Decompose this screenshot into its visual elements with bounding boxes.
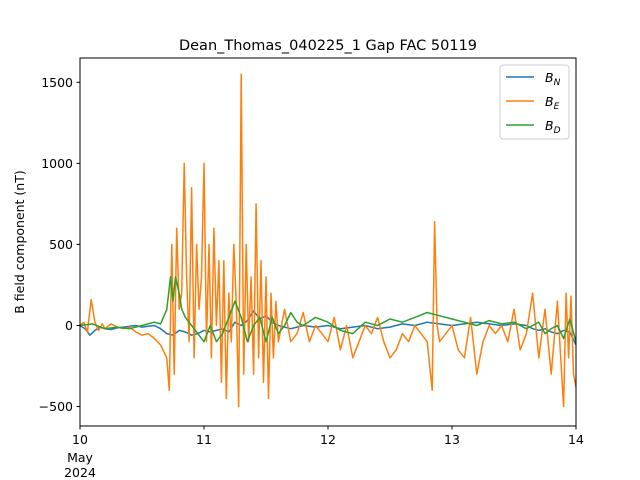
x-tick-label: 11 [196,432,212,447]
legend-label-b-d: BD [545,118,561,136]
y-tick-label: 500 [49,237,73,252]
x-date-label: May [67,450,93,465]
legend-label-base: B [545,118,554,133]
y-axis-label: B field component (nT) [12,170,27,314]
legend-label-sub: N [554,78,561,88]
x-tick-label: 12 [320,432,336,447]
legend-label-b-n: BN [545,70,561,88]
x-tick-label: 14 [568,432,584,447]
x-date-label: 2024 [64,465,96,480]
legend-box [499,64,570,140]
y-tick-label: 1000 [41,156,73,171]
legend-label-b-e: BE [545,94,560,112]
legend-label-sub: D [554,126,561,136]
legend-label-base: B [545,70,554,85]
x-tick-label: 10 [72,432,88,447]
chart-title: Dean_Thomas_040225_1 Gap FAC 50119 [179,38,477,54]
legend-label-base: B [545,94,554,109]
legend-label-sub: E [554,102,560,112]
y-tick-label: 1500 [41,75,73,90]
y-tick-label: −500 [39,399,73,414]
y-tick-label: 0 [65,318,73,333]
x-tick-label: 13 [444,432,460,447]
series-layer [80,73,576,408]
y-axis: −500 0 500 1000 1500 [39,75,80,414]
series-line-b-d [80,276,576,343]
